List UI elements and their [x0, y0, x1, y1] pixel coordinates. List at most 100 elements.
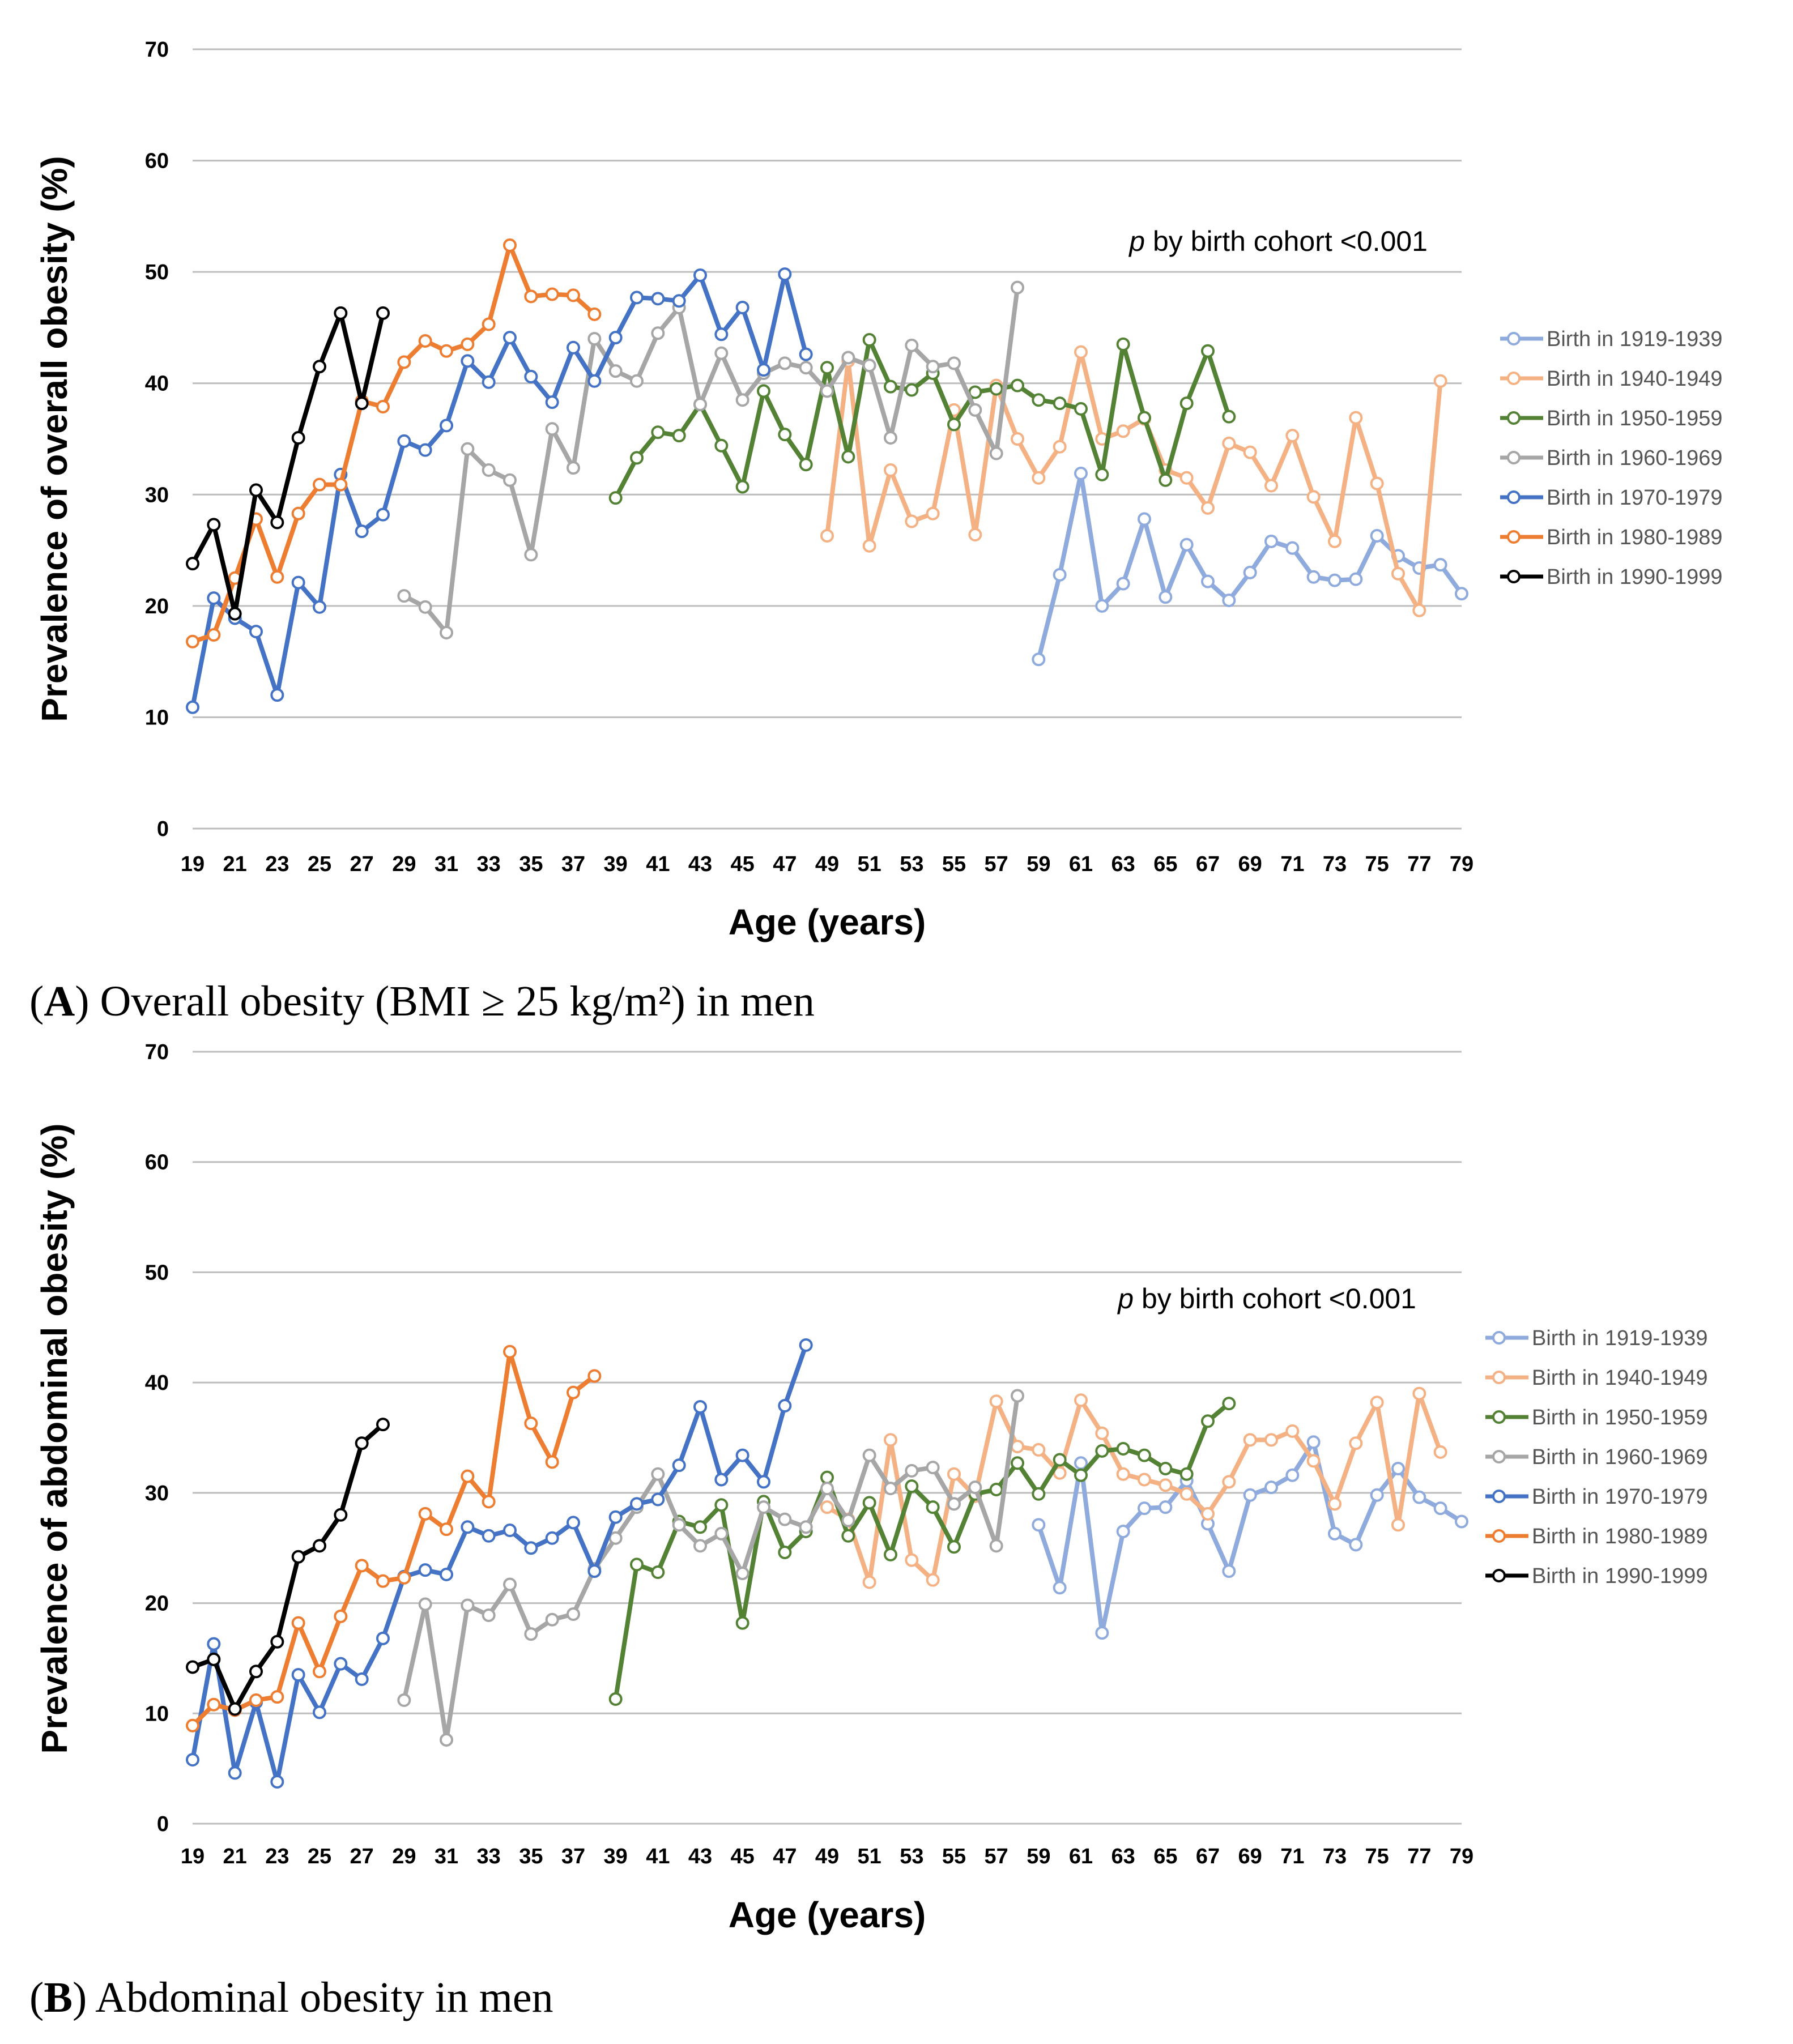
data-point: [820, 1500, 834, 1514]
data-point: [1138, 1448, 1151, 1462]
data-point: [1095, 599, 1109, 613]
data-point: [757, 1475, 770, 1489]
legend-item: Birth in 1960-1969: [1500, 446, 1723, 470]
data-point: [947, 1467, 961, 1481]
data-point: [735, 1448, 749, 1462]
data-point: [1138, 411, 1151, 425]
data-point: [672, 1458, 686, 1473]
legend-label: Birth in 1980-1989: [1547, 526, 1723, 549]
data-point: [524, 369, 538, 383]
data-point: [376, 399, 390, 413]
data-point: [1032, 471, 1046, 485]
data-point: [1074, 345, 1088, 359]
legend-swatch-marker: [1492, 1371, 1506, 1384]
legend-label: Birth in 1970-1979: [1532, 1485, 1708, 1509]
data-point: [778, 1399, 792, 1413]
data-point: [1222, 1564, 1236, 1578]
data-point: [313, 600, 326, 614]
data-point: [291, 506, 305, 520]
x-tick-label: 59: [1027, 1845, 1050, 1868]
data-point: [313, 1705, 326, 1719]
data-point: [1349, 1538, 1363, 1552]
data-point: [376, 507, 390, 522]
p-value-annotation: p by birth cohort <0.001: [1128, 225, 1428, 257]
data-point: [1159, 1500, 1173, 1514]
legend-swatch-marker: [1492, 1410, 1506, 1424]
data-point: [630, 451, 644, 465]
legend-label: Birth in 1970-1979: [1547, 486, 1723, 510]
series-line: [190, 1422, 385, 1712]
data-point: [1011, 280, 1024, 295]
legend-label: Birth in 1960-1969: [1532, 1445, 1708, 1469]
data-point: [608, 1692, 623, 1706]
legend-item: Birth in 1970-1979: [1485, 1485, 1708, 1509]
x-tick-label: 57: [985, 1845, 1008, 1868]
data-point: [524, 1627, 538, 1641]
data-point: [418, 1597, 432, 1611]
series-1970-1979: [186, 1338, 813, 1789]
data-point: [862, 333, 876, 347]
data-point: [440, 419, 453, 433]
data-point: [270, 1690, 284, 1704]
data-point: [989, 446, 1003, 460]
y-tick-label: 20: [145, 595, 169, 618]
data-point: [862, 1448, 876, 1462]
data-point: [1349, 572, 1363, 586]
data-point: [291, 1616, 305, 1630]
x-tick-label: 37: [561, 1845, 585, 1868]
data-point: [1306, 1454, 1321, 1468]
caption-paren: (: [29, 1974, 44, 2021]
data-point: [207, 1697, 221, 1712]
data-point: [1095, 467, 1109, 481]
data-point: [482, 1608, 496, 1622]
data-point: [1011, 1389, 1024, 1403]
y-tick-label: 70: [145, 38, 169, 62]
data-point: [1032, 1487, 1046, 1501]
y-tick-label: 30: [145, 1482, 169, 1505]
data-point: [228, 1702, 242, 1716]
x-axis-title: Age (years): [729, 1894, 926, 1935]
x-tick-label: 61: [1069, 1845, 1093, 1868]
y-tick-label: 60: [145, 150, 169, 173]
data-point: [461, 337, 475, 351]
data-point: [1264, 1480, 1278, 1495]
x-tick-label: 67: [1196, 852, 1220, 876]
data-point: [249, 483, 263, 497]
data-point: [1412, 1386, 1426, 1401]
data-point: [482, 375, 496, 389]
data-point: [270, 1775, 284, 1789]
legend-item: Birth in 1919-1939: [1500, 327, 1723, 351]
data-point: [1138, 512, 1151, 526]
data-point: [1011, 1456, 1024, 1470]
data-point: [799, 458, 813, 472]
x-tick-label: 69: [1238, 1845, 1262, 1868]
data-point: [1011, 378, 1024, 392]
legend-item: Birth in 1919-1939: [1485, 1326, 1708, 1350]
series-1940-1949: [820, 345, 1447, 617]
data-point: [630, 1497, 644, 1511]
x-tick-label: 21: [223, 1845, 247, 1868]
data-point: [397, 589, 411, 603]
data-point: [334, 1508, 348, 1522]
x-tick-label: 63: [1111, 1845, 1135, 1868]
legend-label: Birth in 1950-1959: [1547, 407, 1723, 430]
caption-paren: ): [73, 1974, 95, 2021]
data-point: [1285, 1468, 1300, 1482]
data-point: [1306, 490, 1321, 504]
data-point: [587, 374, 602, 388]
data-point: [334, 477, 348, 492]
data-point: [820, 361, 834, 375]
data-point: [651, 425, 665, 439]
data-point: [1243, 1433, 1257, 1447]
caption-letter: B: [44, 1974, 73, 2021]
data-point: [1201, 574, 1215, 588]
caption-paren: ): [75, 978, 100, 1025]
data-point: [567, 1385, 580, 1399]
data-point: [186, 634, 199, 648]
data-point: [841, 1529, 855, 1543]
legend-item: Birth in 1990-1999: [1485, 1564, 1708, 1588]
data-point: [905, 1463, 919, 1478]
data-point: [1391, 566, 1405, 581]
data-point: [947, 1497, 961, 1511]
data-point: [1201, 344, 1215, 358]
